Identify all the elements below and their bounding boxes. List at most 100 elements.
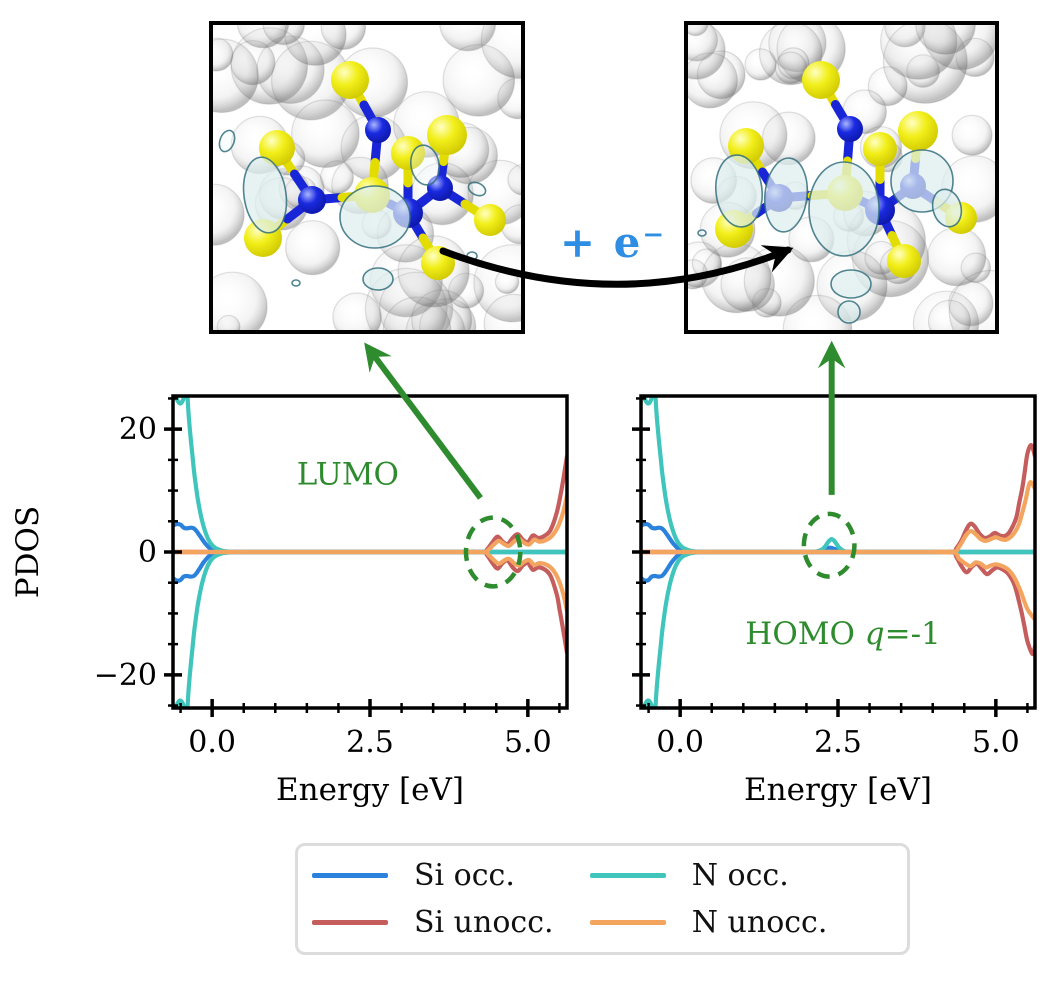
nitrogen-atom [365, 117, 391, 143]
isosurface-blob [837, 300, 861, 324]
isosurface-blob [291, 279, 301, 287]
silicon-atom [863, 132, 897, 166]
isosurface-blob [466, 251, 478, 261]
pdos-curve-n-occ-up [173, 396, 567, 555]
curves-group [173, 396, 567, 708]
pdos-plot-lumo: 0.0 2.5 5.0 −20 0 20 Energy [eV] PDOS LUMO [10, 342, 569, 808]
background-bubble [687, 24, 726, 80]
legend-label-n-occ: N occ. [691, 858, 789, 893]
isosurface-blob [763, 157, 809, 233]
isosurface-blob [931, 188, 963, 228]
annotation-dashed-circle [801, 511, 857, 579]
background-bubble [494, 269, 520, 295]
background-bubble [212, 37, 234, 72]
y-axis-label: PDOS [10, 506, 46, 598]
isosurface-blob [830, 269, 872, 299]
isosurface-blob [339, 185, 411, 249]
background-bubble [774, 51, 808, 85]
isosurface-blob [467, 181, 487, 197]
annotation-label: HOMO q=-1 [745, 616, 941, 652]
legend-item-n-occ: N occ. [589, 858, 903, 893]
legend-item-si-unocc: Si unocc. [312, 905, 590, 940]
background-bubble [743, 245, 815, 317]
nitrogen-atom [837, 116, 863, 142]
background-bubble [291, 99, 360, 169]
background-bubble [761, 111, 816, 166]
legend-label-n-unocc: N unocc. [691, 905, 828, 940]
background-bubble [332, 292, 382, 331]
y-tick-label: 0 [138, 535, 157, 570]
legend-item-si-occ: Si occ. [312, 858, 590, 893]
annotation-arrow [364, 342, 483, 500]
background-bubble [948, 269, 996, 331]
curves-group [641, 396, 1035, 708]
isosurface-blob [362, 267, 394, 291]
background-bubble [212, 271, 268, 331]
pdos-curve-si-unocc-down [641, 549, 1035, 657]
pdos-curve-si-occ-down [641, 549, 1035, 583]
silicon-atom [391, 136, 425, 170]
pdos-curve-n-unocc-down [173, 549, 567, 614]
x-tick-label: 0.0 [656, 725, 704, 760]
pdos-curve-n-unocc-up [641, 480, 1035, 555]
pdos-curve-n-occ-down [641, 549, 1035, 708]
silicon-atom [898, 111, 938, 151]
background-bubble [483, 293, 522, 331]
nitrogen-atom [298, 186, 326, 214]
silicon-atom [427, 115, 467, 155]
silicon-atom [331, 61, 369, 99]
pdos-curve-n-occ-up [641, 396, 1035, 555]
axes-box [639, 394, 1037, 710]
pdos-curve-n-unocc-down [641, 549, 1035, 622]
pdos-curve-si-occ-up [173, 521, 567, 555]
x-tick-label: 2.5 [346, 725, 394, 760]
x-tick-label: 5.0 [972, 725, 1020, 760]
pdos-curve-si-occ-down [173, 549, 567, 583]
legend-swatch-si-unocc [312, 920, 388, 925]
electron-label-superscript: − [642, 220, 667, 250]
axes-box [171, 394, 569, 710]
electron-label: + e− [548, 218, 678, 267]
x-tick-label: 5.0 [504, 725, 552, 760]
isosurface-blob [242, 156, 288, 234]
silicon-atom [421, 246, 455, 280]
silicon-atom [474, 204, 506, 236]
panel-border [684, 21, 999, 334]
isosurface-blob [697, 229, 707, 237]
legend: Si occ. N occ. Si unocc. N unocc. [295, 843, 910, 955]
silicon-atom [802, 61, 840, 99]
molecule-panel-charged [684, 21, 999, 334]
isosurface-blob [218, 129, 236, 153]
background-bubble [951, 114, 993, 156]
electron-label-text: + e [559, 218, 643, 267]
pdos-curve-si-unocc-down [173, 549, 567, 655]
x-axis-label: Energy [eV] [276, 772, 464, 808]
background-bubble [507, 163, 522, 196]
isosurface-blob [808, 161, 880, 257]
legend-swatch-si-occ [312, 873, 388, 878]
annotation-dashed-circle [463, 515, 523, 589]
silicon-atom [887, 244, 921, 278]
background-bubble [480, 24, 522, 79]
panel-border [209, 21, 525, 334]
molecule-panel-neutral [209, 21, 525, 334]
legend-label-si-unocc: Si unocc. [414, 905, 554, 940]
legend-label-si-occ: Si occ. [414, 858, 515, 893]
isosurface-blob [409, 144, 441, 186]
x-axis-label: Energy [eV] [744, 772, 932, 808]
pdos-curve-si-unocc-up [173, 454, 567, 555]
x-tick-label: 0.0 [188, 725, 236, 760]
isosurface-blob [715, 154, 763, 228]
legend-swatch-n-unocc [589, 920, 666, 925]
legend-swatch-n-occ [589, 873, 666, 878]
annotation-label: LUMO [297, 456, 399, 492]
background-bubble [285, 220, 341, 276]
background-bubble [212, 183, 245, 246]
pdos-curve-si-unocc-up [641, 443, 1035, 555]
pdos-curve-n-occ-down [173, 549, 567, 708]
x-tick-label: 2.5 [814, 725, 862, 760]
legend-item-n-unocc: N unocc. [589, 905, 903, 940]
pdos-curve-n-unocc-up [173, 493, 567, 555]
molecule-content [212, 24, 522, 331]
